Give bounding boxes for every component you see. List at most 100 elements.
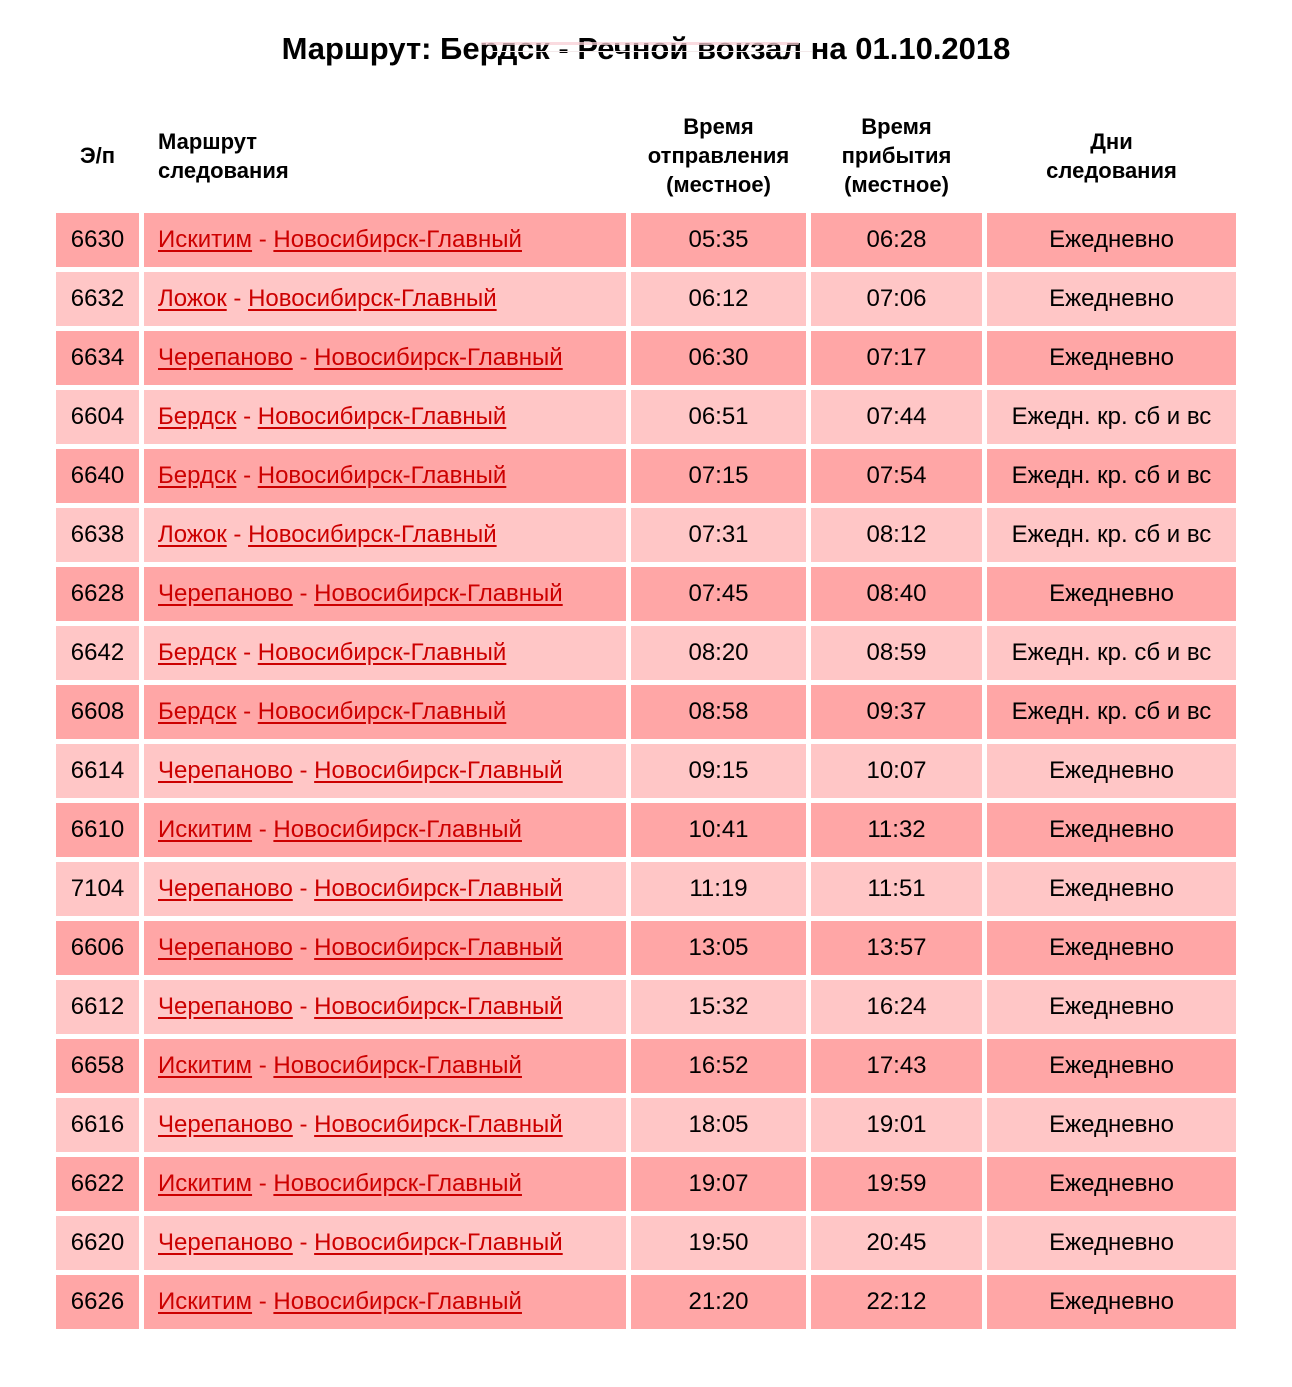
destination-station-link[interactable]: Новосибирск-Главный — [248, 285, 497, 312]
route-separator: - — [292, 993, 315, 1020]
origin-station-link[interactable]: Искитим — [158, 226, 253, 253]
route-separator: - — [236, 698, 258, 725]
train-number-cell: 6610 — [56, 803, 139, 857]
departure-time-cell: 19:50 — [631, 1216, 806, 1270]
route-separator: - — [226, 521, 249, 548]
origin-station-link[interactable]: Искитим — [158, 1052, 253, 1079]
departure-time-cell: 06:30 — [631, 331, 806, 385]
days-cell: Ежедневно — [987, 744, 1236, 798]
destination-station-link[interactable]: Новосибирск-Главный — [248, 521, 497, 548]
route-separator: - — [252, 1052, 274, 1079]
route-cell: Искитим - Новосибирск-Главный — [144, 213, 626, 267]
train-number-cell: 6628 — [56, 567, 139, 621]
destination-station-link[interactable]: Новосибирск-Главный — [273, 1052, 522, 1079]
header-route: Маршрут следования — [158, 128, 289, 183]
route-cell: Ложок - Новосибирск-Главный — [144, 508, 626, 562]
destination-station-link[interactable]: Новосибирск-Главный — [273, 1288, 522, 1315]
train-number-cell: 6606 — [56, 921, 139, 975]
destination-station-link[interactable]: Новосибирск-Главный — [273, 1170, 522, 1197]
days-cell: Ежедневно — [987, 1039, 1236, 1093]
origin-station-link[interactable]: Бердск — [158, 462, 237, 489]
origin-station-link[interactable]: Черепаново — [158, 875, 293, 902]
arrival-time-cell: 16:24 — [811, 980, 982, 1034]
table-row: 6604 Бердск - Новосибирск-Главный 06:51 07:… — [56, 390, 1236, 444]
route-cell: Искитим - Новосибирск-Главный — [144, 803, 626, 857]
departure-time-cell: 07:31 — [631, 508, 806, 562]
table-row: 6614 Черепаново - Новосибирск-Главный 09:1… — [56, 744, 1236, 798]
origin-station-link[interactable]: Ложок — [158, 521, 227, 548]
origin-station-link[interactable]: Черепаново — [158, 757, 293, 784]
days-cell: Ежедневно — [987, 862, 1236, 916]
destination-station-link[interactable]: Новосибирск-Главный — [314, 1229, 563, 1256]
train-number-cell: 6614 — [56, 744, 139, 798]
train-number-cell: 6630 — [56, 213, 139, 267]
destination-station-link[interactable]: Новосибирск-Главный — [273, 226, 522, 253]
destination-station-link[interactable]: Новосибирск-Главный — [257, 639, 507, 666]
origin-station-link[interactable]: Черепаново — [158, 344, 293, 371]
route-separator: - — [292, 580, 315, 607]
table-row: 6640 Бердск - Новосибирск-Главный 07:15 07:… — [56, 449, 1236, 503]
arrival-time-cell: 19:01 — [811, 1098, 982, 1152]
destination-station-link[interactable]: Новосибирск-Главный — [257, 698, 507, 725]
train-number-cell: 6632 — [56, 272, 139, 326]
route-cell: Бердск - Новосибирск-Главный — [144, 685, 626, 739]
origin-station-link[interactable]: Искитим — [158, 1288, 253, 1315]
arrival-time-cell: 19:59 — [811, 1157, 982, 1211]
origin-station-link[interactable]: Черепаново — [158, 993, 293, 1020]
route-cell: Ложок - Новосибирск-Главный — [144, 272, 626, 326]
destination-station-link[interactable]: Новосибирск-Главный — [314, 580, 563, 607]
days-cell: Ежедневно — [987, 331, 1236, 385]
destination-station-link[interactable]: Новосибирск-Главный — [314, 1111, 563, 1138]
route-cell: Черепаново - Новосибирск-Главный — [144, 331, 626, 385]
destination-station-link[interactable]: Новосибирск-Главный — [314, 344, 563, 371]
departure-time-cell: 06:12 — [631, 272, 806, 326]
train-number-cell: 6608 — [56, 685, 139, 739]
destination-station-link[interactable]: Новосибирск-Главный — [314, 934, 563, 961]
route-separator: - — [252, 1288, 274, 1315]
table-row: 6616 Черепаново - Новосибирск-Главный 18:0… — [56, 1098, 1236, 1152]
days-cell: Ежедневно — [987, 803, 1236, 857]
destination-station-link[interactable]: Новосибирск-Главный — [314, 993, 563, 1020]
header-train-number: Э/п — [79, 143, 116, 168]
train-number-cell: 6638 — [56, 508, 139, 562]
origin-station-link[interactable]: Искитим — [158, 816, 253, 843]
destination-station-link[interactable]: Новосибирск-Главный — [314, 875, 563, 902]
origin-station-link[interactable]: Черепаново — [158, 1229, 293, 1256]
origin-station-link[interactable]: Бердск — [158, 698, 237, 725]
arrival-time-cell: 08:12 — [811, 508, 982, 562]
arrival-time-cell: 08:40 — [811, 567, 982, 621]
origin-station-link[interactable]: Искитим — [158, 1170, 253, 1197]
train-number-cell: 6640 — [56, 449, 139, 503]
destination-station-link[interactable]: Новосибирск-Главный — [257, 403, 507, 430]
departure-time-cell: 18:05 — [631, 1098, 806, 1152]
days-cell: Ежедневно — [987, 213, 1236, 267]
destination-station-link[interactable]: Новосибирск-Главный — [314, 757, 563, 784]
arrival-time-cell: 22:12 — [811, 1275, 982, 1329]
route-cell: Бердск - Новосибирск-Главный — [144, 449, 626, 503]
departure-time-cell: 19:07 — [631, 1157, 806, 1211]
destination-station-link[interactable]: Новосибирск-Главный — [257, 462, 507, 489]
table-row: 6622 Искитим - Новосибирск-Главный 19:07 19… — [56, 1157, 1236, 1211]
origin-station-link[interactable]: Черепаново — [158, 934, 293, 961]
departure-time-cell: 08:58 — [631, 685, 806, 739]
days-cell: Ежедневно — [987, 921, 1236, 975]
table-row: 6610 Искитим - Новосибирск-Главный 10:41 11… — [56, 803, 1236, 857]
origin-station-link[interactable]: Черепаново — [158, 1111, 293, 1138]
route-separator: - — [252, 226, 274, 253]
arrival-time-cell: 07:54 — [811, 449, 982, 503]
train-number-cell: 6612 — [56, 980, 139, 1034]
departure-time-cell: 13:05 — [631, 921, 806, 975]
destination-station-link[interactable]: Новосибирск-Главный — [273, 816, 522, 843]
table-row: 6612 Черепаново - Новосибирск-Главный 15:3… — [56, 980, 1236, 1034]
route-cell: Искитим - Новосибирск-Главный — [144, 1039, 626, 1093]
origin-station-link[interactable]: Бердск — [158, 639, 237, 666]
route-separator: - — [252, 1170, 274, 1197]
origin-station-link[interactable]: Бердск — [158, 403, 237, 430]
origin-station-link[interactable]: Черепаново — [158, 580, 293, 607]
header-arrival-time: Время прибытия (местное) — [841, 114, 952, 197]
route-cell: Черепаново - Новосибирск-Главный — [144, 1216, 626, 1270]
table-row: 6634 Черепаново - Новосибирск-Главный 06:3… — [56, 331, 1236, 385]
route-cell: Бердск - Новосибирск-Главный — [144, 390, 626, 444]
origin-station-link[interactable]: Ложок — [158, 285, 227, 312]
route-cell: Черепаново - Новосибирск-Главный — [144, 921, 626, 975]
